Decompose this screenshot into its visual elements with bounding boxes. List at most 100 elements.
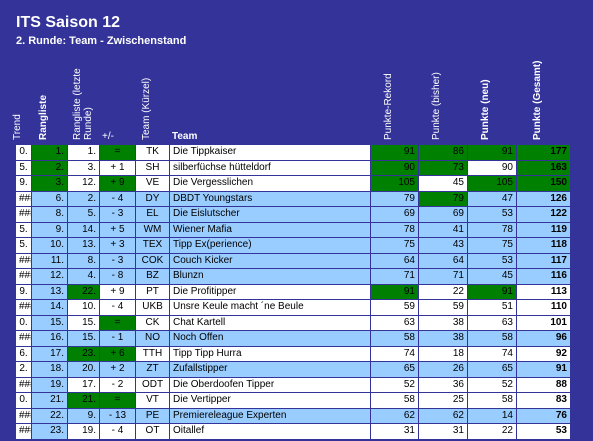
cell: 52 — [468, 377, 516, 393]
cell: 75 — [468, 238, 516, 253]
cell: 91 — [371, 284, 418, 300]
cell: Die Vergesslichen — [170, 176, 370, 191]
cell: 43 — [419, 238, 467, 253]
cell: 12. — [32, 269, 67, 284]
cell: 15. — [68, 315, 99, 331]
column-header: Rangliste — [37, 94, 49, 140]
cell: 79 — [419, 191, 467, 207]
cell: + 9 — [100, 284, 135, 300]
cell: 118 — [517, 238, 570, 253]
cell: ### — [16, 191, 31, 207]
cell: 10. — [68, 300, 99, 315]
cell: Chat Kartell — [170, 315, 370, 331]
cell: 78 — [468, 222, 516, 238]
cell: 21. — [32, 393, 67, 408]
cell: 3. — [68, 160, 99, 176]
cell: - 1 — [100, 331, 135, 346]
cell: Die Vertipper — [170, 393, 370, 408]
cell: ### — [16, 331, 31, 346]
cell: 22. — [68, 284, 99, 300]
cell: 58 — [468, 393, 516, 408]
cell: 38 — [419, 331, 467, 346]
cell: 21. — [68, 393, 99, 408]
cell: 177 — [517, 145, 570, 160]
column-header: Team — [172, 131, 198, 142]
cell: 51 — [468, 300, 516, 315]
cell: 71 — [419, 269, 467, 284]
cell: 119 — [517, 222, 570, 238]
cell: 18. — [32, 362, 67, 377]
cell: 9. — [32, 222, 67, 238]
cell: 36 — [419, 377, 467, 393]
title: ITS Saison 12 — [16, 14, 121, 31]
cell: 2. — [32, 160, 67, 176]
cell: 58 — [468, 331, 516, 346]
cell: 126 — [517, 191, 570, 207]
cell: Noch Offen — [170, 331, 370, 346]
cell: 9. — [16, 176, 31, 191]
cell: 5. — [16, 160, 31, 176]
cell: 113 — [517, 284, 570, 300]
cell: 64 — [371, 253, 418, 269]
cell: Zufallstipper — [170, 362, 370, 377]
cell: ### — [16, 253, 31, 269]
cell: 91 — [468, 284, 516, 300]
cell: 22. — [32, 408, 67, 424]
cell: + 5 — [100, 222, 135, 238]
cell: 14 — [468, 408, 516, 424]
cell: 12. — [68, 176, 99, 191]
cell: + 6 — [100, 346, 135, 362]
column-header: +/- — [102, 131, 114, 142]
cell: 52 — [371, 377, 418, 393]
cell: Blunzn — [170, 269, 370, 284]
cell: 1. — [68, 145, 99, 160]
cell: 65 — [468, 362, 516, 377]
cell: TK — [136, 145, 169, 160]
cell: Die Oberdoofen Tipper — [170, 377, 370, 393]
cell: 22 — [419, 284, 467, 300]
cell: - 13 — [100, 408, 135, 424]
cell: = — [100, 145, 135, 160]
cell: ODT — [136, 377, 169, 393]
cell: 86 — [419, 145, 467, 160]
cell: 0. — [16, 315, 31, 331]
cell: SH — [136, 160, 169, 176]
cell: 96 — [517, 331, 570, 346]
cell: TTH — [136, 346, 169, 362]
cell: 69 — [371, 207, 418, 222]
cell: ### — [16, 408, 31, 424]
column-header: Trend — [11, 114, 23, 140]
cell: 19. — [32, 377, 67, 393]
cell: 79 — [371, 191, 418, 207]
cell: PE — [136, 408, 169, 424]
subtitle: 2. Runde: Team - Zwischenstand — [16, 35, 187, 47]
cell: 45 — [468, 269, 516, 284]
cell: - 4 — [100, 424, 135, 439]
cell: 23. — [32, 424, 67, 439]
cell: 69 — [419, 207, 467, 222]
cell: 92 — [517, 346, 570, 362]
cell: 18 — [419, 346, 467, 362]
cell: 13. — [32, 284, 67, 300]
cell: 8. — [32, 207, 67, 222]
cell: 15. — [68, 331, 99, 346]
cell: 90 — [371, 160, 418, 176]
cell: 5. — [16, 238, 31, 253]
cell: 83 — [517, 393, 570, 408]
cell: 75 — [371, 238, 418, 253]
cell: Die Eislutscher — [170, 207, 370, 222]
cell: 10. — [32, 238, 67, 253]
cell: 5. — [68, 207, 99, 222]
cell: 58 — [371, 393, 418, 408]
cell: - 8 — [100, 269, 135, 284]
cell: 26 — [419, 362, 467, 377]
cell: 0. — [16, 145, 31, 160]
cell: Unsre Keule macht ´ne Beule — [170, 300, 370, 315]
cell: ### — [16, 424, 31, 439]
cell: + 3 — [100, 238, 135, 253]
cell: 9. — [68, 408, 99, 424]
cell: TEX — [136, 238, 169, 253]
cell: 8. — [68, 253, 99, 269]
cell: ### — [16, 269, 31, 284]
